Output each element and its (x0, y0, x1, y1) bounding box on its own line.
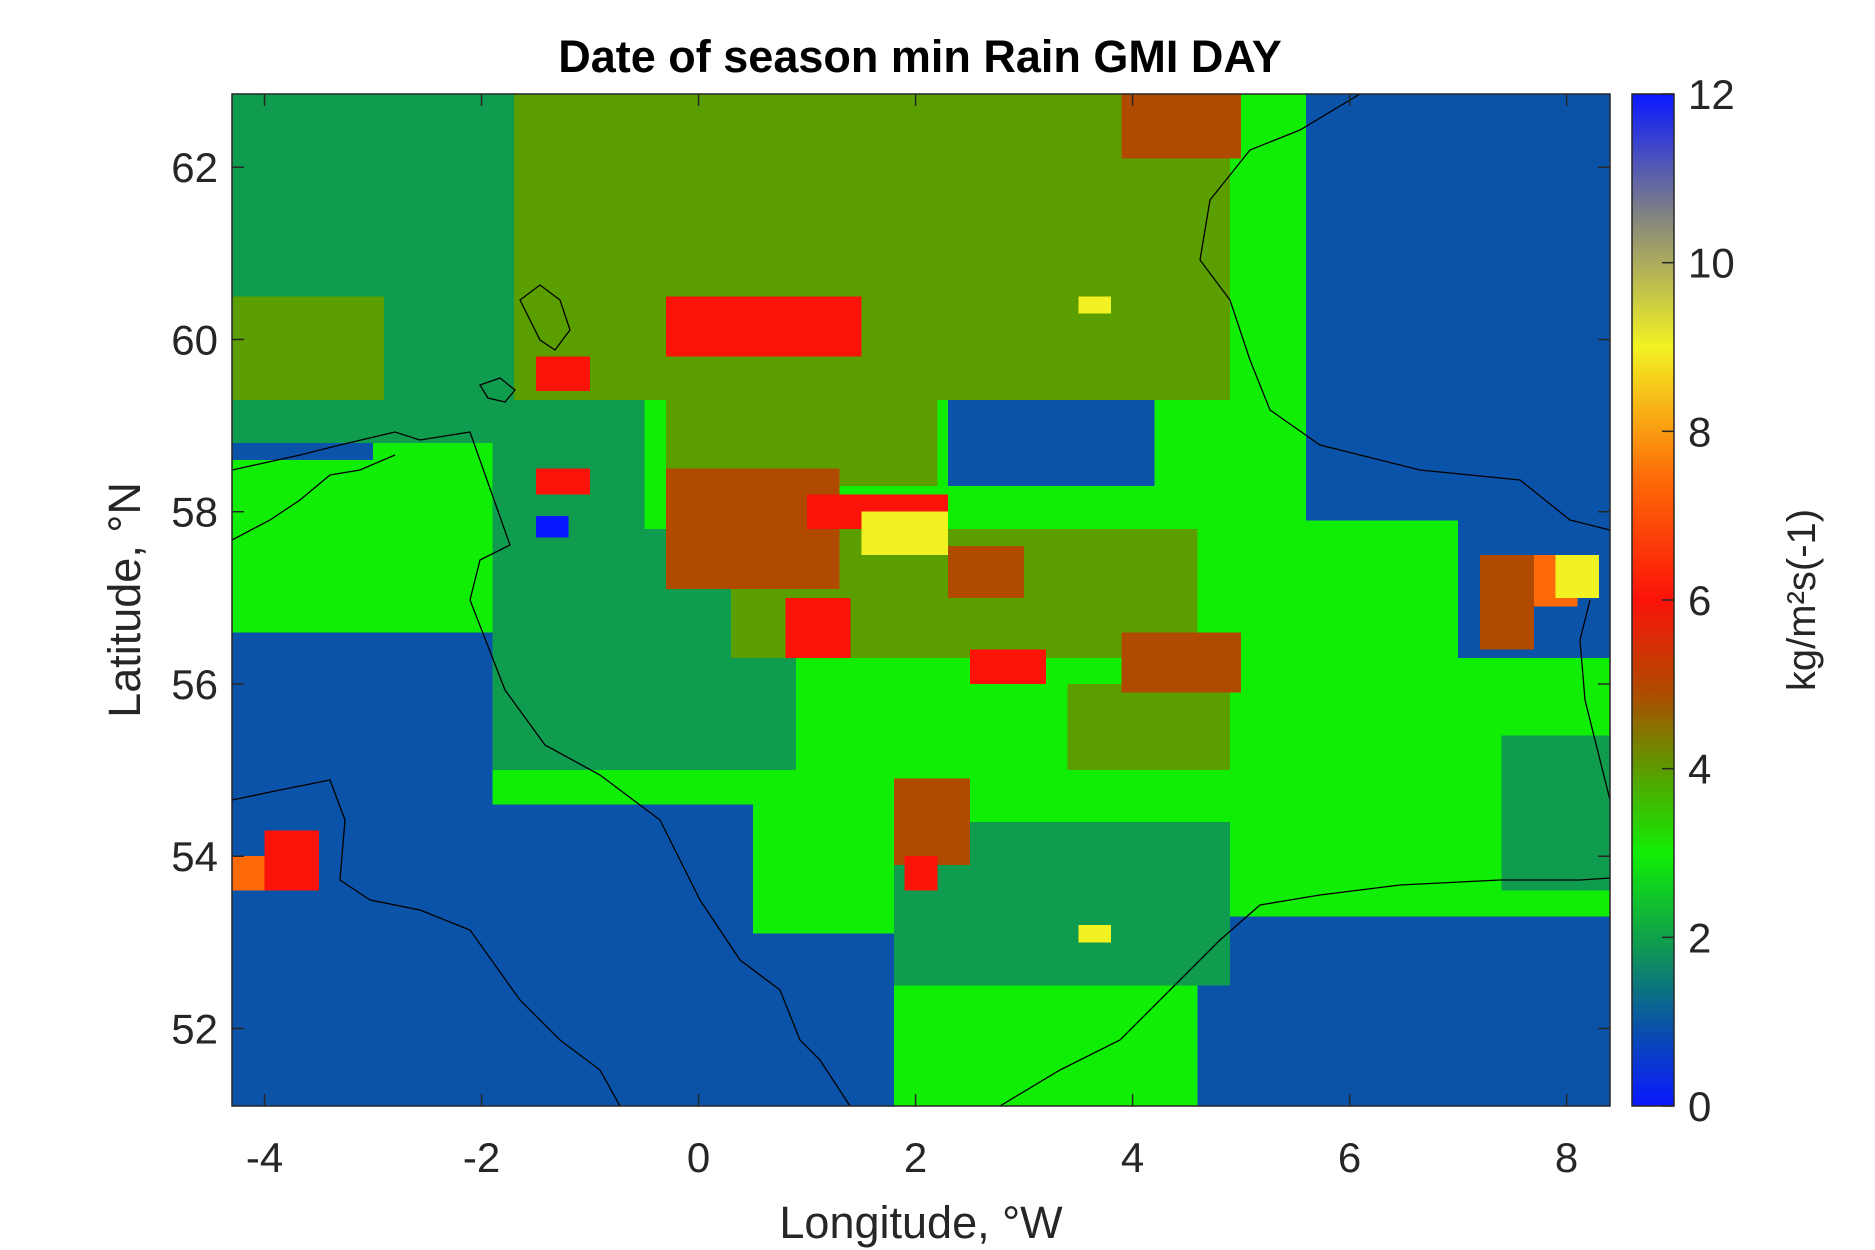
coastline-continent (999, 877, 1610, 1106)
heatmap-cell (785, 597, 851, 659)
colorbar-ticks: 0 2 4 6 8 10 12 (1662, 71, 1735, 1130)
colorbar-tick-label: 4 (1688, 746, 1711, 793)
heatmap-cell (904, 856, 938, 891)
coastline-britain-east (232, 431, 851, 1106)
coastline-ireland-sea (232, 779, 621, 1106)
heatmap-cell (1197, 916, 1610, 1106)
colorbar-tick-label: 2 (1688, 914, 1711, 961)
colorbar-tick-label: 8 (1688, 408, 1711, 455)
heatmap-cell (535, 516, 569, 538)
heatmap-cell (1121, 94, 1242, 159)
heatmap-cell (1501, 735, 1610, 891)
y-tick-label: 58 (171, 489, 218, 536)
plot-area (232, 94, 1610, 1106)
heatmap-cell (232, 856, 265, 891)
heatmap-cell (492, 804, 753, 1106)
heatmap-cell (948, 546, 1025, 598)
y-axis-label: Latitude, °N (99, 482, 150, 718)
x-tick-label: 2 (904, 1134, 927, 1181)
colorbar-tick-label: 6 (1688, 577, 1711, 624)
chart-title: Date of season min Rain GMI DAY (558, 31, 1282, 82)
coastline-norway (1199, 94, 1610, 531)
y-tick-label: 62 (171, 144, 218, 191)
x-tick-label: -2 (463, 1134, 500, 1181)
x-tick-label: -4 (246, 1134, 283, 1181)
coastline-scotland-west (232, 454, 396, 541)
heatmap-cell (1555, 554, 1600, 598)
heatmap-cell (514, 94, 1231, 400)
y-tick-label: 54 (171, 833, 218, 880)
coastline-orkney (479, 377, 516, 403)
y-axis-ticks: 52 54 56 58 60 62 (171, 144, 1610, 1052)
heatmap-cell (861, 511, 949, 555)
heatmap-cell (752, 933, 894, 1106)
heatmap-cell (969, 649, 1046, 684)
colorbar-tick-label: 12 (1688, 71, 1735, 118)
coastline-outlines (232, 94, 1610, 1106)
x-axis-label: Longitude, °W (779, 1197, 1063, 1248)
x-tick-label: 6 (1338, 1134, 1361, 1181)
heatmap-cell (232, 296, 384, 400)
coastline-denmark (1579, 599, 1610, 801)
x-tick-label: 4 (1121, 1134, 1144, 1181)
heatmap-cell (1078, 296, 1111, 314)
y-tick-label: 56 (171, 661, 218, 708)
heatmap-cell (1067, 683, 1231, 771)
heatmap-cell (264, 830, 319, 891)
y-tick-label: 60 (171, 316, 218, 363)
heatmap-cell (1306, 94, 1610, 521)
x-axis-ticks: -4 -2 0 2 4 6 8 (246, 94, 1578, 1181)
coastline-shetland (519, 284, 571, 351)
heatmap-cell (535, 356, 591, 392)
y-tick-label: 52 (171, 1005, 218, 1052)
x-tick-label: 0 (687, 1134, 710, 1181)
heatmap-cell (666, 296, 862, 357)
heatmap-cell (1121, 632, 1242, 693)
heatmap-cell (535, 468, 591, 495)
x-tick-label: 8 (1555, 1134, 1578, 1181)
colorbar-tick-label: 10 (1688, 240, 1735, 287)
heatmap-cell (1479, 554, 1535, 650)
colorbar-tick-label: 0 (1688, 1083, 1711, 1130)
heatmap-cell (1078, 925, 1111, 943)
plot-frame (231, 93, 1611, 1107)
heatmap-cells (232, 94, 1610, 1106)
colorbar-label: kg/m²s(-1) (1780, 509, 1824, 691)
heatmap-cell (893, 778, 970, 865)
